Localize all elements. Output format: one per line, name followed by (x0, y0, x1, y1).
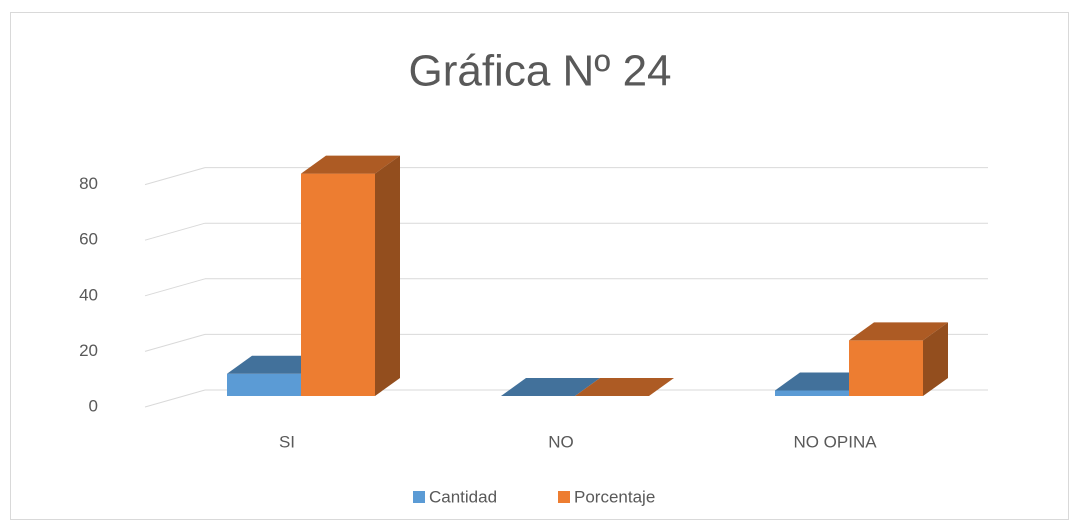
y-tick-label: 80 (79, 174, 98, 193)
x-tick-label: SI (279, 432, 295, 451)
legend-label: Porcentaje (574, 487, 655, 506)
legend-swatch (413, 491, 425, 503)
chart-frame (10, 12, 1069, 520)
grid-line (144, 333, 206, 352)
legend-swatch (558, 491, 570, 503)
bar-side (375, 155, 400, 396)
grid-line (144, 222, 206, 241)
bar (301, 173, 375, 396)
bar-side (923, 322, 948, 396)
grid-line (144, 278, 206, 297)
grid-line (144, 167, 206, 186)
bar-top (849, 322, 948, 341)
x-tick-label: NO (548, 432, 574, 451)
y-tick-label: 60 (79, 230, 98, 249)
y-tick-label: 20 (79, 341, 98, 360)
chart-title: Gráfica Nº 24 (408, 47, 671, 96)
bar (227, 373, 301, 396)
x-tick-label: NO OPINA (793, 432, 877, 451)
legend-label: Cantidad (429, 487, 497, 506)
y-tick-label: 0 (89, 396, 98, 415)
y-tick-label: 40 (79, 285, 98, 304)
bar-top (575, 378, 674, 396)
bar-top (501, 378, 600, 396)
bar (849, 340, 923, 396)
grid-line (144, 389, 206, 408)
bar-top (301, 155, 400, 174)
bar (775, 390, 849, 396)
